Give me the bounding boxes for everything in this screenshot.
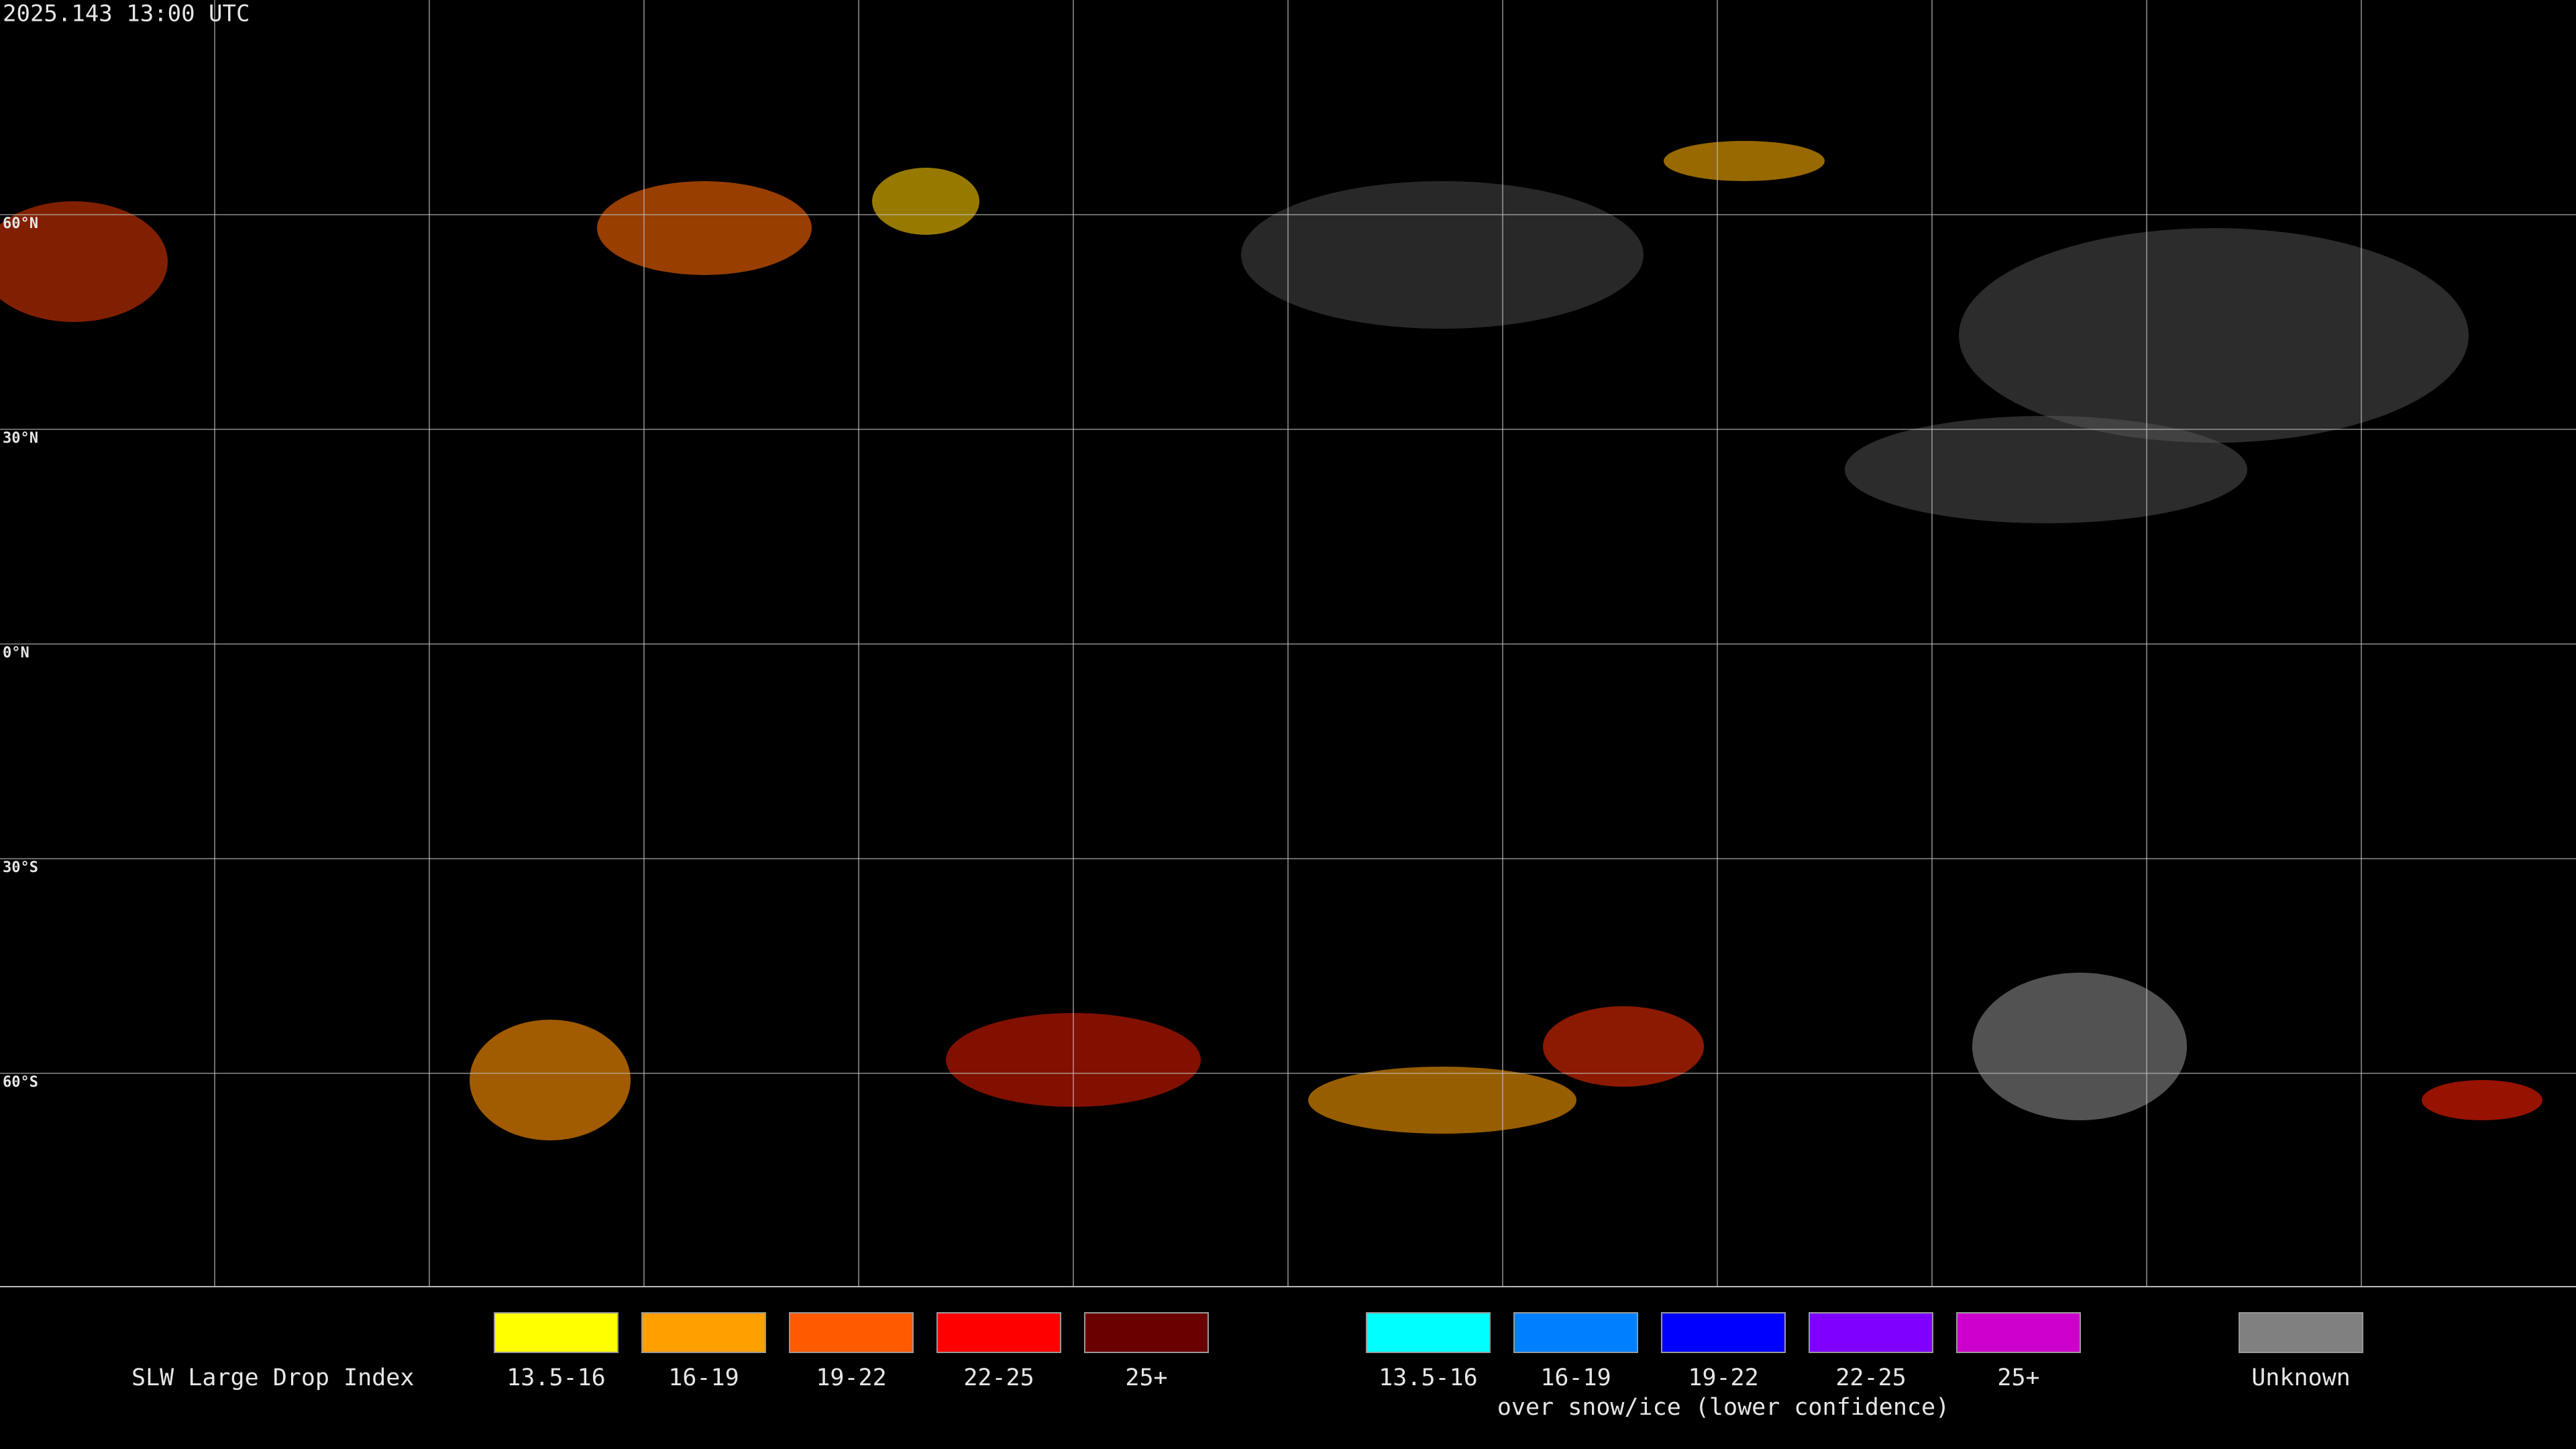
latitude-label: 30°N xyxy=(3,430,38,447)
latitude-label: 0°N xyxy=(3,645,30,661)
legend-swatch xyxy=(1661,1312,1786,1353)
slw-cloud xyxy=(1664,141,1825,181)
legend-swatch xyxy=(641,1312,766,1353)
legend-swatch xyxy=(494,1312,619,1353)
latitude-label: 60°S xyxy=(3,1074,38,1091)
slw-cloud xyxy=(1308,1067,1576,1134)
slw-cloud xyxy=(0,201,168,322)
legend-label: 16-19 xyxy=(668,1364,739,1391)
legend-swatch xyxy=(1366,1312,1491,1353)
latitude-label: 60°N xyxy=(3,215,38,232)
legend-label: Unknown xyxy=(2251,1364,2351,1391)
legend-label: 13.5-16 xyxy=(1379,1364,1478,1391)
legend-label: 22-25 xyxy=(1835,1364,1906,1391)
legend: 13.5-16 16-19 19-22 22-25 25+ 13.5-16 16-19 19-… xyxy=(494,1312,2363,1421)
legend-label: 19-22 xyxy=(816,1364,886,1391)
graticule xyxy=(0,0,2576,1287)
latitude-labels: 60°N 30°N 0°N 30°S 60°S xyxy=(3,215,38,1091)
legend-label: 22-25 xyxy=(963,1364,1034,1391)
legend-label: 13.5-16 xyxy=(506,1364,606,1391)
legend-label: 25+ xyxy=(1997,1364,2039,1391)
legend-swatch xyxy=(2239,1312,2363,1353)
legend-swatch xyxy=(1956,1312,2081,1353)
legend-swatch xyxy=(936,1312,1061,1353)
legend-label: 19-22 xyxy=(1688,1364,1758,1391)
legend-caption: over snow/ice (lower confidence) xyxy=(1497,1394,1949,1421)
slw-cloud xyxy=(1543,1006,1704,1087)
legend-swatch xyxy=(1084,1312,1209,1353)
legend-label: 25+ xyxy=(1125,1364,1167,1391)
latitude-label: 30°S xyxy=(3,859,38,876)
legend-label: 16-19 xyxy=(1540,1364,1611,1391)
legend-swatch xyxy=(1809,1312,1933,1353)
legend-swatch xyxy=(789,1312,914,1353)
slw-cloud xyxy=(597,181,812,275)
slw-cloud xyxy=(470,1020,631,1140)
slw-cloud xyxy=(872,168,979,235)
timestamp: 2025.143 13:00 UTC xyxy=(3,1,250,28)
unknown-cloud xyxy=(1972,973,2187,1120)
slw-cloud xyxy=(2422,1080,2542,1120)
legend-swatch xyxy=(1513,1312,1638,1353)
legend-title: SLW Large Drop Index xyxy=(131,1364,414,1391)
unknown-cloud xyxy=(1241,181,1644,329)
unknown-cloud xyxy=(1959,228,2469,443)
unknown-cloud xyxy=(1845,416,2247,523)
